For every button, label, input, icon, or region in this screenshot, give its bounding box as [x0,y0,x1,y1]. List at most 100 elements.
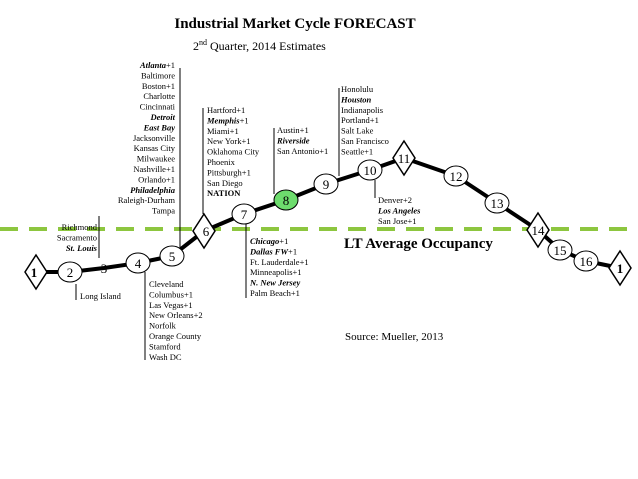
markets-point-2: Long Island [80,291,122,301]
cycle-point-marker [231,203,257,225]
market-label: Seattle+1 [341,146,373,156]
market-label: Minneapolis+1 [250,267,302,277]
market-label: Sacramento [57,233,97,243]
market-label: N. New Jersey [249,278,301,288]
market-label: Jacksonville [133,133,175,143]
cycle-point-label: 1 [31,265,38,280]
market-label: Miami+1 [207,126,239,136]
market-label: Denver+2 [378,195,412,205]
market-label: New York+1 [207,136,251,146]
cycle-point-label: 2 [67,265,74,280]
market-label: Cincinnati [140,102,176,112]
market-label: Nashville+1 [133,164,175,174]
market-label: St. Louis [66,243,98,253]
market-label: Oklahoma City [207,147,260,157]
market-label: Austin+1 [277,125,309,135]
cycle-point-label: 5 [169,249,176,264]
market-label: Memphis+1 [206,115,249,125]
market-label: Dallas FW+1 [249,246,297,256]
market-label: Salt Lake [341,126,374,136]
market-label: Riverside [276,135,310,145]
market-label: San Antonio+1 [277,146,328,156]
cycle-point-label: 13 [491,196,504,211]
market-label: Richmond [62,222,98,232]
cycle-point-diamond [526,211,550,249]
cycle-point-diamond [192,212,216,250]
market-label: Columbus+1 [149,289,193,299]
cycle-point-marker [443,165,469,187]
diagram-title: Industrial Market Cycle FORECAST [174,16,415,32]
market-label: Long Island [80,291,122,301]
cycle-point-label: 14 [532,223,546,238]
cycle-point-marker [484,192,510,214]
cycle-point-label: 11 [398,151,411,166]
market-label: Atlanta+1 [139,60,175,70]
market-label: New Orleans+2 [149,310,203,320]
market-label: Las Vegas+1 [149,300,193,310]
market-label: Raleigh-Durham [118,195,176,205]
cycle-point-diamond [392,139,416,177]
market-label: Houston [340,94,372,104]
market-label: Los Angeles [377,205,421,215]
market-label: Palm Beach+1 [250,288,300,298]
market-label: Orange County [149,331,202,341]
cycle-point-label: 3 [101,261,108,276]
cycle-point-diamond [24,253,48,291]
market-label: East Bay [143,122,176,132]
cycle-point-label: 10 [364,163,377,178]
cycle-point-marker [125,252,151,274]
market-label: Kansas City [134,143,176,153]
cycle-point-marker [573,250,599,272]
market-label: Boston+1 [142,81,175,91]
market-label: Hartford+1 [207,105,245,115]
market-label: Portland+1 [341,115,379,125]
market-label: NATION [207,188,241,198]
market-label: Ft. Lauderdale+1 [250,257,309,267]
market-label: Norfolk [149,321,177,331]
market-label: Stamford [149,341,181,351]
market-label: Pittsburgh+1 [207,167,251,177]
cycle-point-marker [313,173,339,195]
cycle-point-label: 9 [323,177,330,192]
cycle-point-label: 1 [617,261,624,276]
market-label: Honolulu [341,84,374,94]
market-label: Charlotte [143,91,175,101]
cycle-point-label: 4 [135,256,142,271]
market-connectors [75,68,376,360]
cycle-point-label: 15 [554,243,567,258]
market-label: Baltimore [141,70,175,80]
cycle-point-marker [159,245,185,267]
market-label: San Jose+1 [378,216,417,226]
cycle-point-marker [547,239,573,261]
market-label: Indianapolis [341,105,383,115]
market-label: Orlando+1 [138,174,175,184]
cycle-point-label: 7 [241,207,248,222]
cycle-point-label: 8 [283,193,290,208]
source-note: Source: Mueller, 2013 [345,331,444,343]
market-label: Cleveland [149,279,184,289]
market-label: Wash DC [149,352,182,362]
cycle-point-label: 12 [450,169,463,184]
lt-average-occupancy-label: LT Average Occupancy [344,236,493,252]
market-label: Chicago+1 [250,236,288,246]
market-label: San Francisco [341,136,389,146]
cycle-point-label: 6 [203,224,210,239]
cycle-point-diamond [608,249,632,287]
diagram-subtitle: 2nd Quarter, 2014 Estimates [193,38,326,53]
market-label: Phoenix [207,157,236,167]
cycle-point-label: 16 [580,254,594,269]
market-label: San Diego [207,178,243,188]
market-label: Philadelphia [130,185,176,195]
cycle-point-marker [357,159,383,181]
markets-point-5: Atlanta+1BaltimoreBoston+1CharlotteCinci… [118,60,176,216]
cycle-point-marker [57,261,83,283]
market-label: Milwaukee [137,154,175,164]
